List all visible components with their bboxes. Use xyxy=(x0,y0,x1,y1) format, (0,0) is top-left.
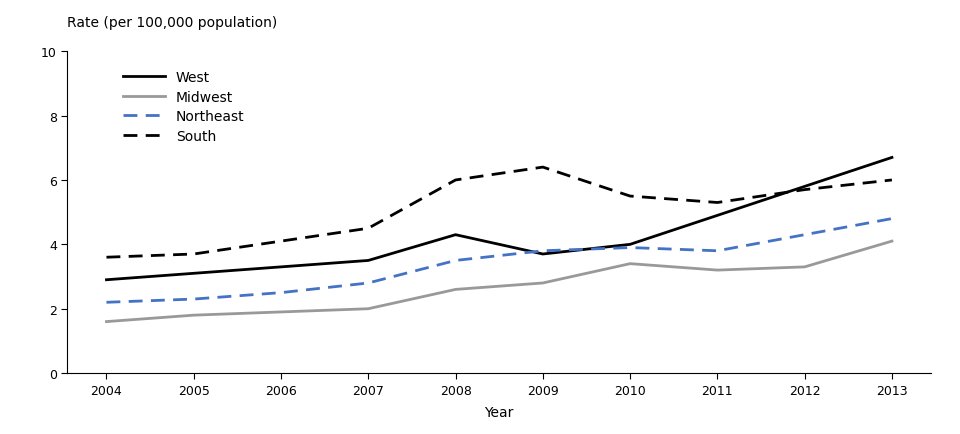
West xyxy=(188,271,200,276)
South xyxy=(101,255,112,260)
Midwest xyxy=(101,319,112,325)
Northeast xyxy=(450,258,462,263)
West xyxy=(363,258,374,263)
Northeast xyxy=(799,233,810,238)
Northeast xyxy=(101,300,112,305)
Northeast xyxy=(276,290,287,296)
Midwest xyxy=(188,313,200,318)
Northeast xyxy=(363,281,374,286)
West xyxy=(101,277,112,283)
Line: Northeast: Northeast xyxy=(107,219,892,302)
South xyxy=(624,194,636,199)
South xyxy=(276,239,287,244)
X-axis label: Year: Year xyxy=(485,405,514,419)
Line: West: West xyxy=(107,158,892,280)
Text: Rate (per 100,000 population): Rate (per 100,000 population) xyxy=(67,16,277,30)
Midwest xyxy=(886,239,898,244)
Northeast xyxy=(624,245,636,250)
Midwest xyxy=(624,261,636,266)
South xyxy=(188,252,200,257)
Northeast xyxy=(886,217,898,222)
South xyxy=(886,178,898,183)
Midwest xyxy=(363,306,374,312)
West xyxy=(537,252,548,257)
Northeast xyxy=(188,297,200,302)
Midwest xyxy=(537,281,548,286)
Midwest xyxy=(711,268,723,273)
South xyxy=(537,165,548,170)
South xyxy=(799,187,810,193)
Midwest xyxy=(276,309,287,315)
Northeast xyxy=(537,249,548,254)
Line: Midwest: Midwest xyxy=(107,242,892,322)
South xyxy=(450,178,462,183)
West xyxy=(886,155,898,161)
Midwest xyxy=(799,265,810,270)
West xyxy=(711,213,723,218)
Line: South: South xyxy=(107,168,892,258)
Northeast xyxy=(711,249,723,254)
West xyxy=(450,233,462,238)
South xyxy=(711,201,723,206)
West xyxy=(624,242,636,247)
West xyxy=(276,265,287,270)
South xyxy=(363,226,374,231)
Midwest xyxy=(450,287,462,293)
Legend: West, Midwest, Northeast, South: West, Midwest, Northeast, South xyxy=(117,66,250,149)
West xyxy=(799,184,810,190)
